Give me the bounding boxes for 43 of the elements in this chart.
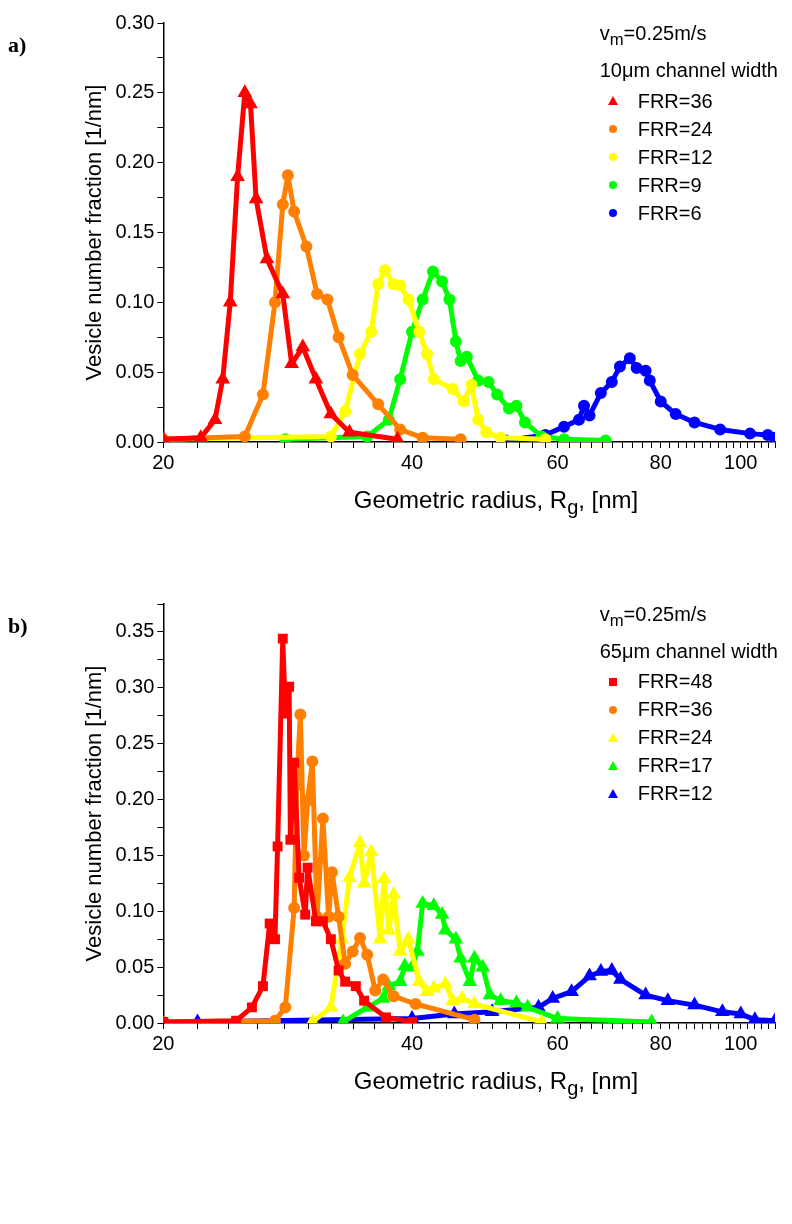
y-tick-label: 0.00	[115, 429, 155, 452]
y-tick-label: 0.15	[115, 220, 155, 243]
x-tick-label: 20	[152, 450, 175, 473]
y-tick-label: 0.05	[115, 954, 155, 977]
legend-label: FRR=12	[637, 145, 713, 169]
legend-label: FRR=6	[637, 201, 702, 225]
y-tick-label: 0.15	[115, 842, 155, 865]
x-tick-label: 40	[400, 1031, 424, 1054]
legend-title: v$_{m}$=0.25m/s 65μm channel width	[599, 601, 778, 664]
legend-label: FRR=48	[637, 670, 713, 694]
legend-title: v$_{m}$=0.25m/s 10μm channel width	[599, 21, 778, 83]
legend-label: FRR=12	[637, 782, 713, 806]
x-tick-label: 60	[546, 1031, 569, 1054]
chart-title: b)	[8, 612, 28, 639]
y-tick-label: 0.20	[115, 150, 155, 173]
y-tick-label: 0.25	[115, 730, 155, 753]
x-tick-label: 80	[649, 450, 672, 473]
x-tick-label: 80	[649, 1031, 672, 1054]
y-tick-label: 0.35	[115, 619, 155, 642]
x-tick-label: 20	[152, 1031, 175, 1054]
legend-label: FRR=36	[637, 698, 713, 722]
x-tick-label: 40	[400, 450, 424, 473]
y-tick-label: 0.05	[115, 359, 155, 382]
y-axis-title: Vesicle number fraction [1/nm]	[81, 84, 107, 381]
y-tick-label: 0.30	[115, 10, 155, 33]
y-tick-label: 0.10	[115, 289, 155, 312]
legend-label: FRR=36	[637, 89, 713, 113]
x-tick-label: 60	[546, 450, 569, 473]
y-axis-title: Vesicle number fraction [1/nm]	[81, 665, 107, 962]
x-tick-label: 100	[724, 450, 758, 473]
legend-label: FRR=17	[637, 754, 713, 778]
legend-label: FRR=24	[637, 726, 713, 750]
y-tick-label: 0.10	[115, 898, 155, 921]
y-tick-label: 0.00	[115, 1010, 155, 1033]
x-tick-label: 100	[724, 1031, 758, 1054]
legend-label: FRR=24	[637, 117, 713, 141]
y-tick-label: 0.20	[115, 786, 155, 809]
x-axis-title: Geometric radius, R$_{g}$, [nm]	[352, 486, 640, 519]
y-tick-label: 0.30	[115, 675, 155, 698]
x-axis-title: Geometric radius, R$_{g}$, [nm]	[352, 1066, 640, 1100]
legend-label: FRR=9	[637, 173, 702, 197]
y-tick-label: 0.25	[115, 80, 155, 103]
chart-title: a)	[8, 32, 27, 58]
